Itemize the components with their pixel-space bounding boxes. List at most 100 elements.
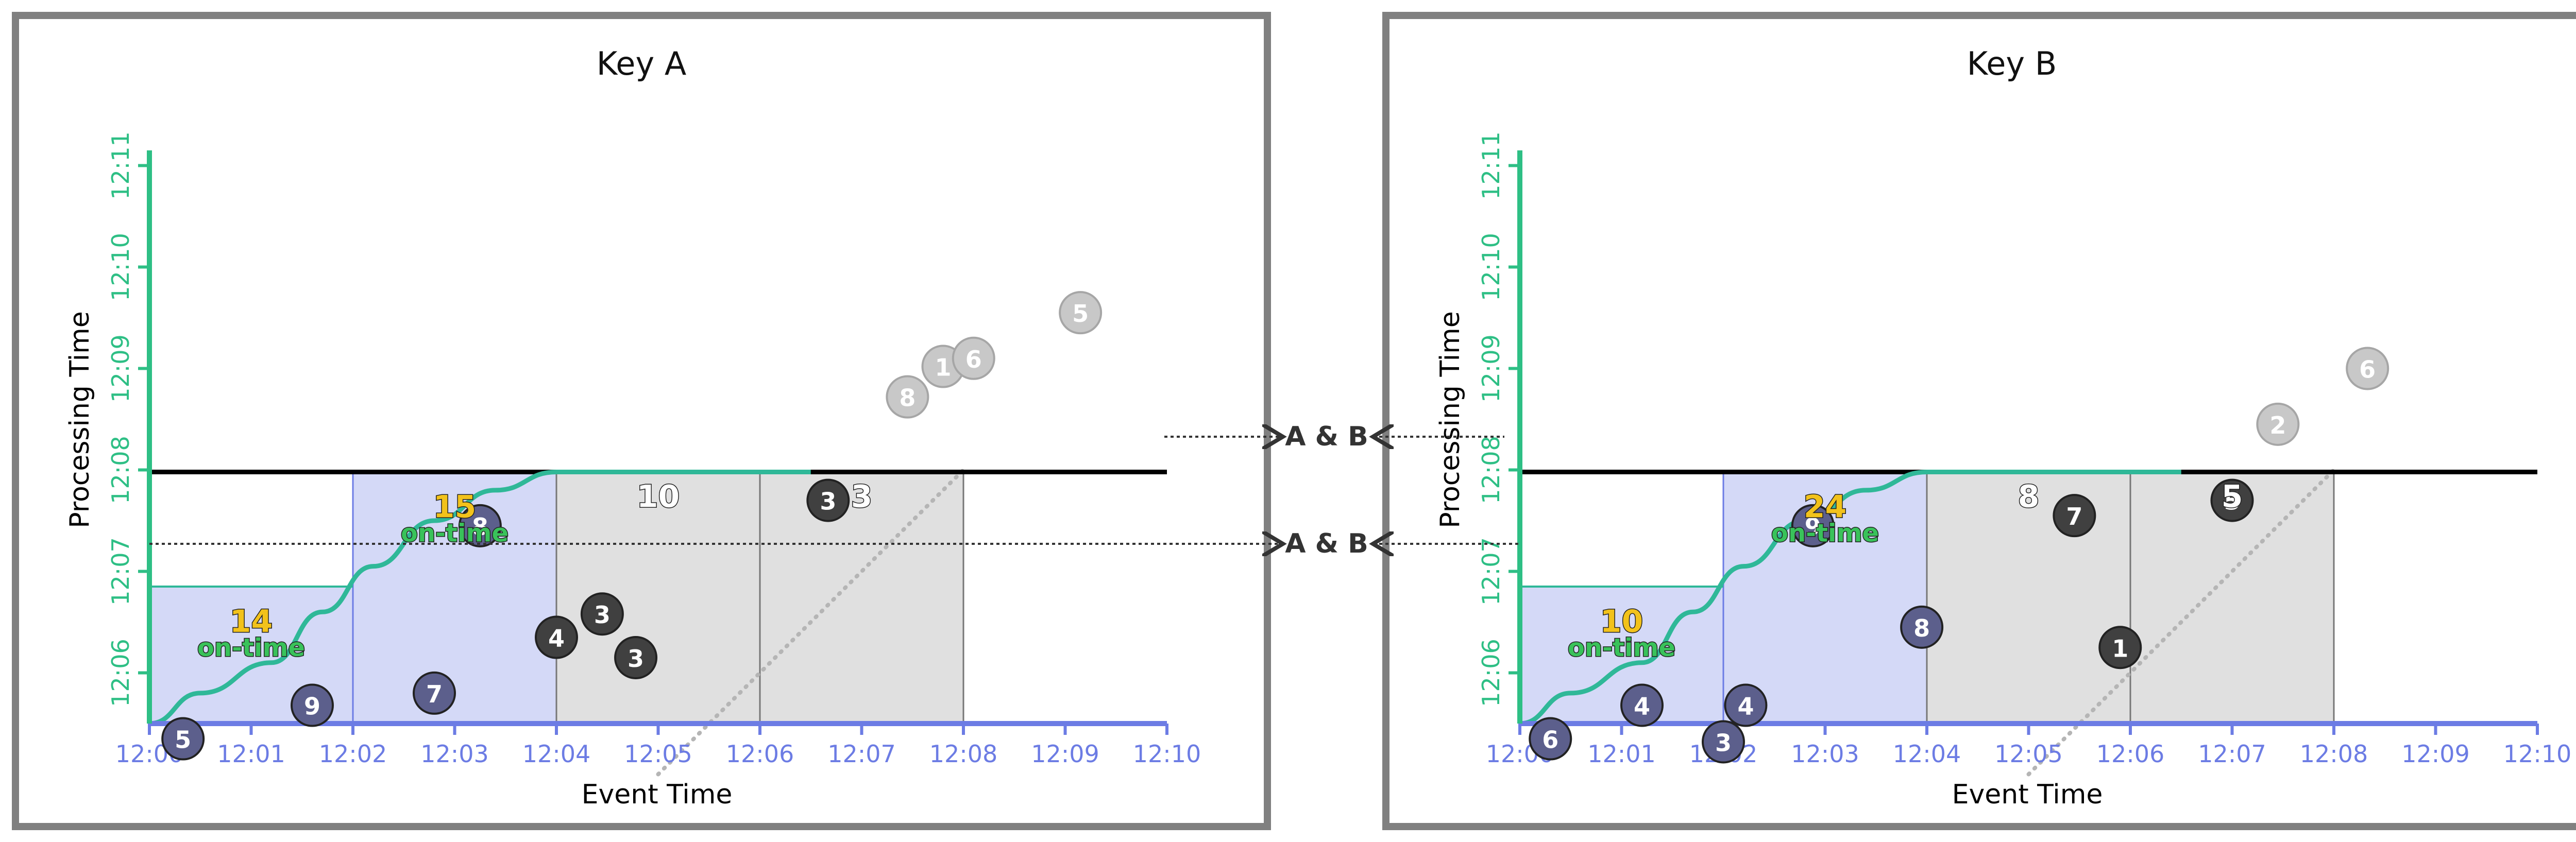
x-tick-label: 12:05	[1994, 740, 2063, 768]
data-point-late	[614, 635, 658, 679]
data-point-dropped	[2346, 347, 2389, 390]
data-point-value: 9	[1805, 513, 1821, 541]
ideal-watermark-line	[656, 468, 965, 777]
x-tick-label: 12:05	[624, 740, 692, 768]
y-tick-label: 12:06	[1477, 639, 1505, 707]
data-point-on-time	[291, 683, 334, 727]
x-tick-label: 12:07	[2198, 740, 2266, 768]
data-point-value: 5	[2224, 488, 2240, 515]
y-tick-label: 12:07	[1477, 537, 1505, 606]
x-tick-label: 12:03	[420, 740, 489, 768]
data-point-value: 2	[2269, 411, 2286, 439]
data-point-value: 3	[628, 645, 644, 673]
data-point-late	[2098, 626, 2142, 669]
data-point-value: 5	[175, 726, 191, 754]
data-point-value: 3	[1715, 729, 1732, 757]
data-point-late	[535, 615, 578, 659]
data-point-late	[2053, 494, 2096, 538]
data-point-on-time	[1724, 683, 1768, 727]
x-axis-title: Event Time	[1952, 779, 2103, 810]
x-tick-label: 12:06	[726, 740, 794, 768]
pane-on-time-label: on-time	[197, 633, 305, 662]
data-point-on-time	[1900, 605, 1944, 649]
y-tick-label: 12:09	[107, 334, 134, 403]
data-point-on-time	[1702, 720, 1745, 764]
x-tick-label: 12:03	[1791, 740, 1859, 768]
x-tick-label: 12:08	[929, 740, 998, 768]
data-point-on-time	[161, 717, 205, 761]
pane-value: 5	[2222, 478, 2243, 514]
pane-value: 10	[1600, 604, 1643, 640]
data-point-on-time	[413, 671, 456, 715]
pane-on-time-label: on-time	[1568, 633, 1675, 662]
data-point-value: 6	[1542, 726, 1558, 754]
trigger-connectors: A & B A & B	[149, 421, 1520, 559]
x-tick-label: 12:10	[1133, 740, 1201, 768]
plot-layer: 12:0012:0112:0212:0312:0412:0512:0612:07…	[1477, 131, 2571, 777]
panel-key-a: 12:00 12:01 12:02 12:03 12:04 12:05 12:06 12:07…	[12, 12, 1271, 830]
data-point-value: 5	[1072, 300, 1089, 328]
panel-title: Key A	[597, 45, 687, 82]
x-tick-label: 12:02	[319, 740, 387, 768]
y-tick-label: 12:08	[107, 436, 134, 504]
y-tick-label: 12:10	[1477, 233, 1505, 301]
data-point-on-time	[1791, 504, 1835, 547]
x-tick-label: 12:04	[1893, 740, 1961, 768]
pane-late	[759, 471, 964, 725]
x-tick-label: 12:07	[827, 740, 896, 768]
x-tick-label: 12:01	[1587, 740, 1656, 768]
x-tick-label: 12:06	[2096, 740, 2165, 768]
data-point-value: 6	[965, 346, 982, 373]
data-point-dropped	[2256, 402, 2300, 446]
x-tick-label: 12:04	[522, 740, 591, 768]
data-point-value: 1	[935, 354, 951, 382]
x-tick-label: 12:09	[1031, 740, 1099, 768]
panel-title: Key B	[1967, 45, 2057, 82]
y-tick-label: 12:10	[107, 233, 134, 301]
data-point-value: 4	[548, 625, 565, 652]
pane-value: 15	[433, 489, 477, 525]
y-tick-label: 12:06	[107, 639, 134, 707]
pane-late	[1926, 471, 2131, 725]
y-tick-label: 12:08	[1477, 436, 1505, 504]
data-point-value: 8	[472, 513, 488, 541]
trigger-label-top: A & B	[1285, 421, 1368, 452]
y-tick-label: 12:11	[107, 131, 134, 200]
data-point-value: 7	[426, 680, 443, 708]
data-point-value: 3	[820, 488, 836, 515]
data-point-late	[2210, 478, 2254, 522]
data-point-dropped	[952, 336, 995, 380]
data-point-value: 1	[2112, 634, 2128, 662]
x-axis-title: Event Time	[582, 779, 733, 810]
data-point-value: 7	[2066, 503, 2082, 530]
pane-value: 10	[637, 478, 680, 514]
pane-value: 8	[2018, 478, 2040, 514]
pane-on-time-label: on-time	[1771, 519, 1879, 547]
pane-value: 14	[230, 604, 273, 640]
y-tick-label: 12:09	[1477, 334, 1505, 403]
y-tick-label: 12:07	[107, 537, 134, 606]
data-point-on-time	[458, 504, 502, 547]
x-tick-label: 12:09	[2401, 740, 2470, 768]
data-point-late	[806, 478, 850, 522]
ideal-watermark-line	[2026, 468, 2336, 777]
data-point-value: 8	[1913, 614, 1930, 642]
pane-value: 3	[851, 478, 873, 514]
data-point-dropped	[886, 375, 929, 419]
y-axis-title: Processing Time	[1435, 311, 1466, 528]
y-tick-label: 12:11	[1477, 131, 1505, 200]
pane-value: 24	[1804, 489, 1847, 525]
data-point-value: 3	[594, 601, 611, 629]
data-point-value: 6	[2359, 356, 2376, 384]
data-point-on-time	[1620, 683, 1664, 727]
data-point-on-time	[1529, 717, 1572, 761]
trigger-label-bottom: A & B	[1285, 528, 1368, 559]
watermark-curve	[149, 469, 811, 726]
data-point-value: 4	[1634, 693, 1650, 720]
x-tick-label: 12:08	[2300, 740, 2368, 768]
data-point-value: 9	[304, 693, 320, 720]
watermark-curve	[1519, 469, 2181, 726]
data-point-value: 4	[1737, 693, 1754, 720]
